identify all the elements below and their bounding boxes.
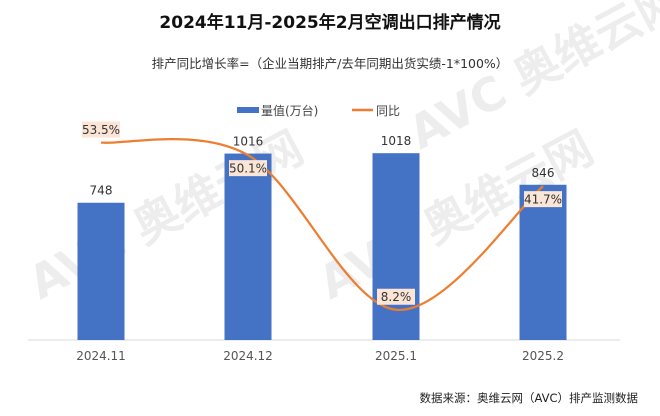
yoy-label: 41.7%	[524, 193, 562, 207]
yoy-label: 50.1%	[229, 162, 267, 176]
yoy-label: 53.5%	[82, 123, 120, 137]
bar-value-label: 1016	[233, 135, 264, 149]
yoy-label-box	[524, 191, 562, 208]
legend-bar-swatch	[237, 107, 259, 113]
chart-subtitle: 排产同比增长率=（企业当期排产/去年同期出货实绩-1*100%）	[151, 56, 509, 71]
x-tick-label: 2025.1	[375, 349, 417, 363]
yoy-label: 8.2%	[381, 290, 412, 304]
bar	[372, 153, 420, 340]
x-tick-label: 2024.12	[223, 349, 273, 363]
yoy-line	[100, 138, 544, 311]
chart-title: 2024年11月-2025年2月空调出口排产情况	[159, 13, 501, 33]
bar-value-label: 748	[90, 184, 113, 198]
yoy-label-box	[377, 288, 415, 305]
yoy-label-box	[82, 121, 120, 138]
legend-bar-label: 量值(万台)	[261, 103, 318, 118]
x-tick-label: 2024.11	[76, 349, 126, 363]
yoy-label-box	[229, 160, 267, 177]
bar-value-label: 846	[532, 166, 555, 180]
bar-value-label: 1018	[381, 134, 412, 148]
bar	[519, 184, 567, 340]
data-source: 数据来源：奥维云网（AVC）排产监测数据	[419, 391, 638, 405]
legend-line-label: 同比	[376, 104, 400, 118]
bar	[224, 153, 272, 340]
x-tick-label: 2025.2	[522, 349, 564, 363]
bar	[77, 202, 125, 340]
